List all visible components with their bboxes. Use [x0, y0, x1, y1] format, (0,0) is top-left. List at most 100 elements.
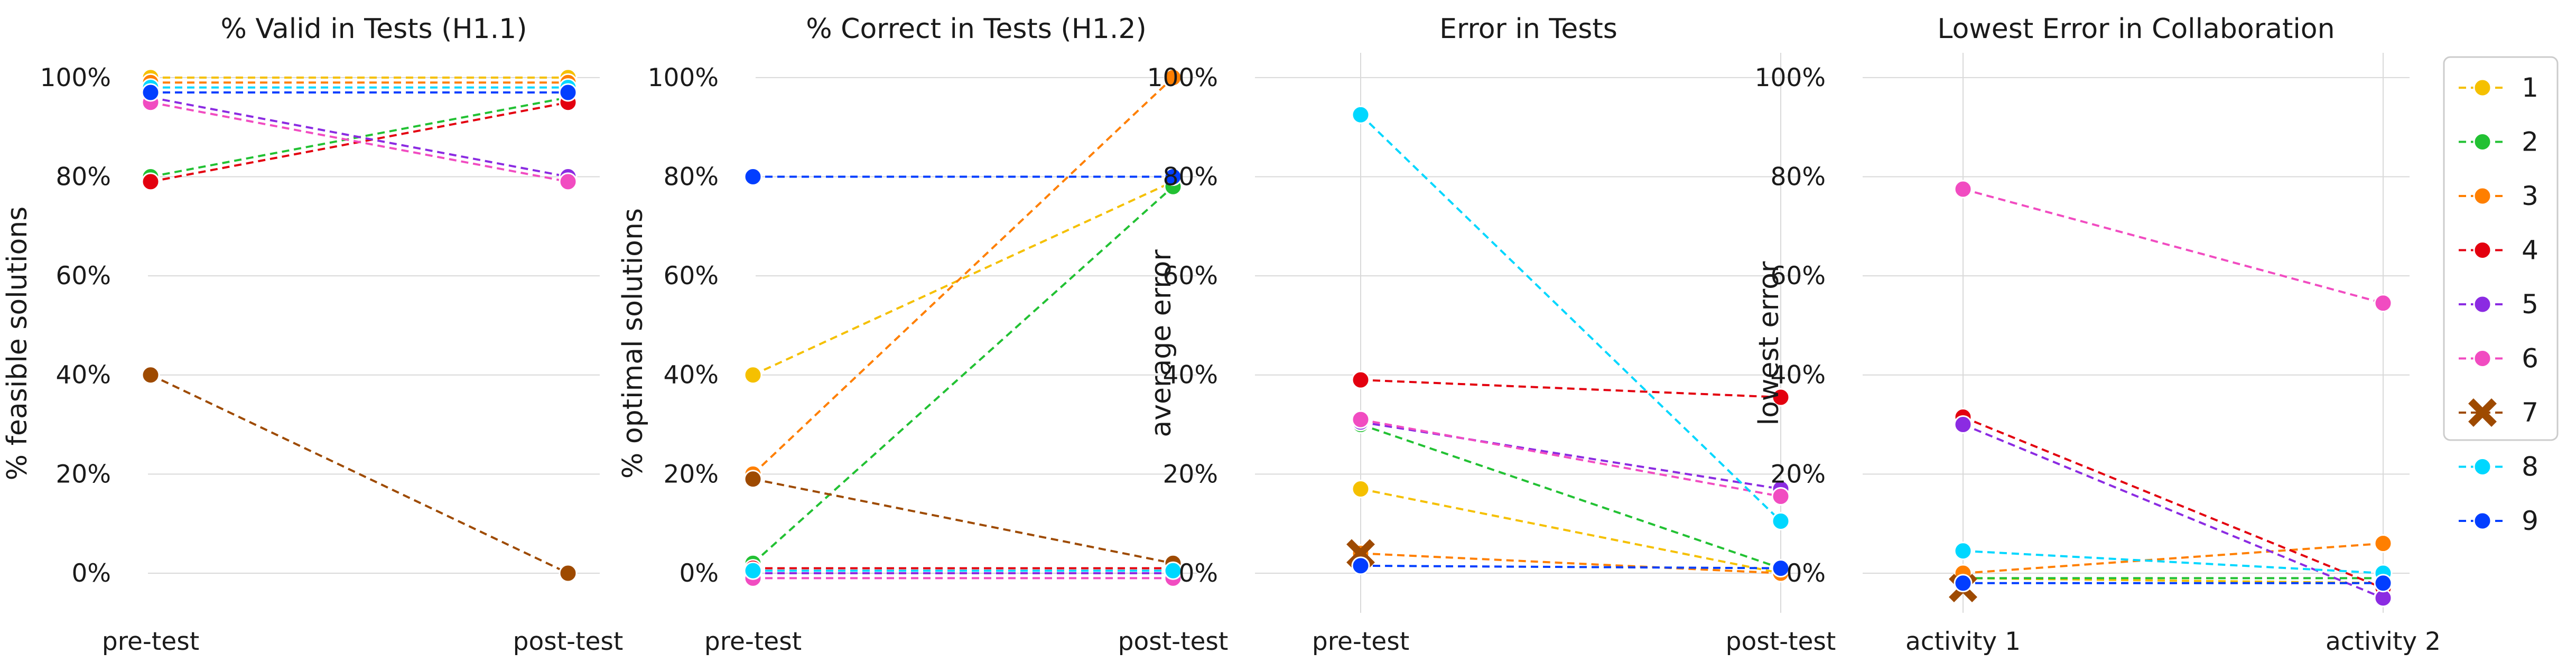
x-tick-label: pre-test [1312, 627, 1409, 656]
y-tick-label: 20% [664, 460, 719, 489]
series-line-1 [1360, 488, 1781, 574]
legend: 1 2 3 4 5 6 7 8 9 [2443, 56, 2559, 536]
panel-title: % Valid in Tests (H1.1) [220, 13, 527, 45]
series-line-4 [1963, 416, 2384, 589]
series-line-5 [1360, 421, 1781, 490]
series-line-8 [1360, 114, 1782, 522]
data-point-9 [559, 83, 578, 102]
legend-label: 6 [2522, 343, 2538, 374]
y-tick-label: 80% [56, 163, 111, 192]
series-line-6 [150, 101, 569, 183]
legend-item: 7 [2459, 397, 2538, 428]
panel-title: % Correct in Tests (H1.2) [806, 13, 1147, 45]
y-tick-label: 20% [1771, 460, 1826, 489]
y-tick-label: 40% [664, 361, 719, 390]
series-line-4 [1360, 379, 1781, 398]
data-point-9 [1351, 556, 1370, 575]
series-line-5 [1963, 423, 2384, 599]
data-point-3 [2374, 534, 2393, 553]
x-tick-label: post-test [513, 627, 624, 656]
legend-marker [2473, 241, 2492, 259]
data-point-6 [1351, 410, 1370, 429]
y-tick-label: 60% [1163, 262, 1218, 291]
series-line-7 [752, 478, 1174, 565]
data-point-6 [559, 172, 578, 191]
x-tick-label: post-test [1726, 627, 1836, 656]
y-tick-label: 80% [664, 163, 719, 192]
panel-1: 0% 20% 40% 60% 80% 100% pre-test post-test % Val… [2, 13, 623, 656]
y-tick-label: 60% [1771, 262, 1826, 291]
y-tick-label: 80% [1771, 163, 1826, 192]
panel-4: 0% 20% 40% 60% 80% 100% activity 1 activity 2 Lo… [1753, 13, 2441, 656]
data-point-7 [743, 470, 762, 489]
y-tick-label: 40% [1163, 361, 1218, 390]
y-tick-label: 60% [664, 262, 719, 291]
y-tick-label: 40% [56, 361, 111, 390]
data-point-8 [1771, 511, 1790, 530]
panel-2: 0% 20% 40% 60% 80% 100% pre-test post-test % Cor… [617, 13, 1228, 656]
series-line-6 [1360, 418, 1781, 498]
data-point-8 [743, 561, 762, 580]
legend-label: 7 [2522, 397, 2538, 428]
series-line-5 [150, 96, 569, 178]
data-point-8 [1954, 542, 1973, 561]
series-line-6 [1963, 188, 2384, 304]
series-line-9 [1360, 564, 1781, 570]
data-point-9 [1954, 574, 1973, 593]
y-tick-label: 40% [1771, 361, 1826, 390]
legend-marker [2473, 186, 2492, 206]
y-tick-label: 100% [1147, 63, 1218, 92]
series-line-3 [1360, 552, 1781, 574]
x-tick-label: pre-test [102, 627, 199, 656]
legend-item: 2 [2459, 127, 2538, 157]
legend-item: 3 [2459, 181, 2538, 211]
x-tick-label: activity 1 [1905, 627, 2021, 656]
y-axis-label: % optimal solutions [617, 208, 649, 479]
x-tick-label: post-test [1118, 627, 1229, 656]
data-point-6 [1771, 487, 1790, 506]
x-tick-label: pre-test [704, 627, 802, 656]
x-tick-label: activity 2 [2326, 627, 2441, 656]
legend-label: 9 [2522, 506, 2538, 536]
y-tick-label: 80% [1163, 163, 1218, 192]
panel-title: Lowest Error in Collaboration [1937, 13, 2335, 45]
legend-marker [2473, 78, 2492, 97]
legend-label: 3 [2522, 181, 2538, 211]
y-tick-label: 20% [1163, 460, 1218, 489]
data-point-4 [141, 172, 160, 191]
legend-item: 1 [2459, 72, 2538, 103]
y-tick-label: 100% [648, 63, 719, 92]
legend-item: 8 [2459, 452, 2538, 482]
panel-3: 0% 20% 40% 60% 80% 100% pre-test post-test Error… [1146, 13, 1836, 656]
series-line-1 [752, 181, 1174, 376]
series-line-2 [752, 185, 1174, 564]
y-tick-label: 0% [1178, 559, 1218, 588]
legend-label: 1 [2522, 72, 2538, 103]
legend-label: 8 [2522, 452, 2538, 482]
data-point-4 [1351, 370, 1370, 389]
data-point-1 [743, 366, 762, 385]
legend-label: 5 [2522, 289, 2538, 320]
y-tick-label: 20% [56, 460, 111, 489]
data-point-9 [2374, 574, 2393, 593]
legend-label: 2 [2522, 127, 2538, 157]
data-point-8 [1164, 561, 1183, 580]
series-line-2 [1360, 423, 1781, 570]
y-tick-label: 0% [1786, 559, 1826, 588]
legend-marker [2473, 133, 2492, 151]
data-point-4 [1771, 388, 1790, 407]
y-axis-label: average error [1146, 249, 1177, 437]
legend-marker [2473, 458, 2492, 476]
legend-marker [2473, 349, 2492, 368]
series-line-3 [1963, 542, 2384, 574]
legend-item: 6 [2459, 343, 2538, 374]
data-point-5 [1954, 415, 1973, 434]
legend-x-marker [2468, 398, 2497, 427]
panel-title: Error in Tests [1439, 13, 1617, 45]
legend-label: 4 [2522, 235, 2538, 266]
legend-item: 5 [2459, 289, 2538, 320]
data-point-6 [2374, 294, 2393, 313]
legend-item: 4 [2459, 235, 2538, 266]
data-point-7 [141, 366, 160, 385]
y-tick-label: 0% [71, 559, 111, 588]
